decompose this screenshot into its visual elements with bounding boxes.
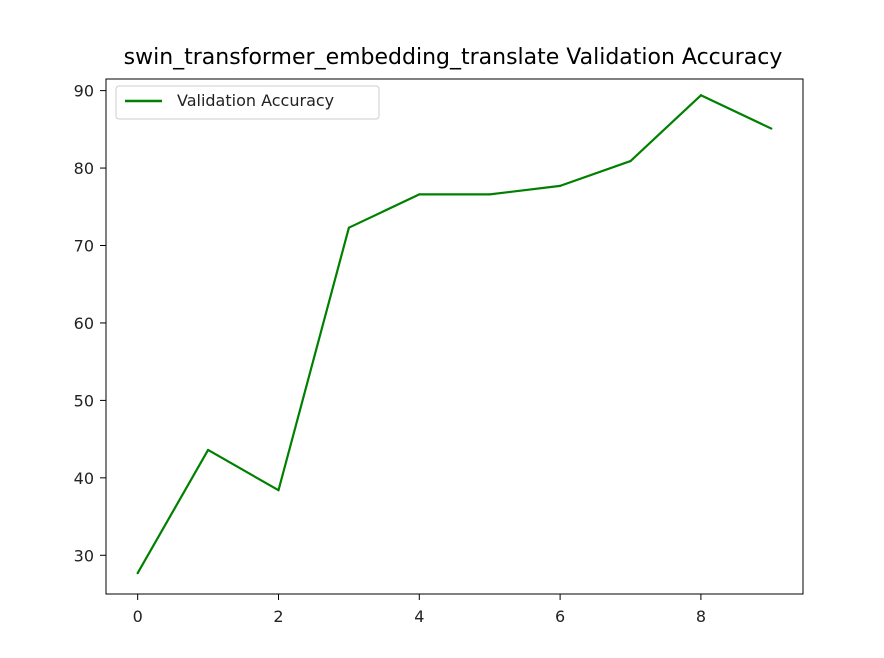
data-point [629, 159, 632, 163]
data-point [559, 184, 562, 187]
series-line [136, 94, 772, 574]
data-point [347, 226, 350, 229]
data-point [206, 448, 210, 452]
x-tick-label: 2 [273, 607, 283, 626]
plot-area [105, 78, 804, 595]
chart-title: swin_transformer_embedding_translate Val… [124, 45, 783, 70]
x-axis: 0 2 4 6 8 [133, 594, 706, 626]
legend: Validation Accuracy [115, 85, 380, 120]
data-point [699, 94, 703, 97]
data-point [277, 489, 280, 492]
y-tick-label: 90 [74, 82, 94, 101]
y-tick-label: 70 [74, 237, 94, 256]
series-layer [136, 94, 773, 575]
legend-label: Validation Accuracy [177, 91, 334, 110]
data-point [136, 571, 139, 575]
legend-box [115, 85, 380, 120]
y-tick-label: 40 [74, 469, 94, 488]
x-tick-label: 0 [133, 607, 143, 626]
y-tick-label: 50 [74, 391, 94, 410]
data-point [488, 193, 491, 196]
x-tick-label: 4 [414, 607, 424, 626]
x-tick-label: 8 [696, 607, 706, 626]
y-axis: 30 40 50 60 70 80 90 [74, 82, 106, 565]
data-point [770, 127, 773, 130]
y-tick-label: 80 [74, 159, 94, 178]
y-tick-label: 60 [74, 314, 94, 333]
x-tick-label: 6 [555, 607, 565, 626]
data-point [418, 193, 421, 196]
y-tick-label: 30 [74, 546, 94, 565]
